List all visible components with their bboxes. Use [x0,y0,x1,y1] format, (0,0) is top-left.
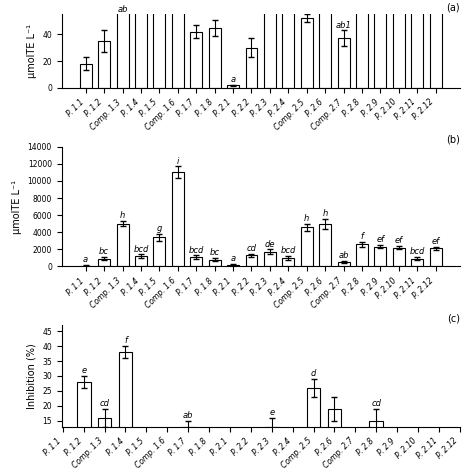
Text: e: e [269,408,274,417]
Bar [356,244,368,266]
Text: h: h [304,214,310,223]
Text: a: a [230,75,236,84]
Text: f: f [124,336,127,345]
Bar [182,427,195,465]
Bar [283,8,294,88]
Y-axis label: μmolTE L⁻¹: μmolTE L⁻¹ [27,24,36,78]
Bar [117,8,128,88]
Text: bcd: bcd [281,246,296,255]
Bar [190,32,202,88]
Text: i: i [177,157,179,166]
Bar [77,382,91,465]
Text: ab: ab [338,251,349,260]
Bar [307,388,320,465]
Bar [337,262,350,266]
Bar [374,247,386,266]
Bar [319,224,331,266]
Bar [301,227,313,266]
Text: g: g [157,224,162,233]
Bar [369,420,383,465]
Text: cd: cd [371,399,381,408]
Y-axis label: Inhibition (%): Inhibition (%) [27,343,36,409]
Bar [98,259,110,266]
Bar [301,18,313,88]
Text: cd: cd [246,244,256,253]
Bar [393,8,405,88]
Bar [411,259,423,266]
Bar [265,427,279,465]
Text: ef: ef [432,237,440,246]
Bar [319,8,331,88]
Bar [430,248,442,266]
Bar [80,265,91,266]
Bar [264,252,276,266]
Bar [209,260,220,266]
Bar [154,8,165,88]
Bar [98,418,111,465]
Bar [337,38,350,88]
Bar [328,409,341,465]
Text: h: h [120,211,125,220]
Bar [227,264,239,266]
Text: ab: ab [183,411,193,420]
Bar [118,352,132,465]
Text: ef: ef [376,236,384,245]
Text: (b): (b) [446,134,460,145]
Text: ab1: ab1 [336,20,352,29]
Bar [374,8,386,88]
Bar [135,8,147,88]
Text: d: d [311,369,316,378]
Bar [264,8,276,88]
Bar [190,257,202,266]
Bar [135,256,147,266]
Text: bcd: bcd [410,247,425,256]
Bar [154,237,165,266]
Text: ab: ab [117,5,128,14]
Bar [80,64,91,88]
Text: h: h [322,209,328,218]
Bar [411,8,423,88]
Bar [98,41,110,88]
Text: bc: bc [210,248,219,257]
Bar [172,8,184,88]
Bar [172,173,184,266]
Y-axis label: μmolTE L⁻¹: μmolTE L⁻¹ [12,180,22,234]
Text: a: a [83,255,88,264]
Bar [356,8,368,88]
Bar [246,48,257,88]
Text: bc: bc [99,247,109,256]
Bar [117,224,128,266]
Bar [283,258,294,266]
Text: f: f [361,232,364,241]
Text: a: a [230,254,236,263]
Bar [430,8,442,88]
Bar [209,27,220,88]
Bar [393,247,405,266]
Text: bcd: bcd [133,245,149,254]
Text: e: e [81,366,86,375]
Bar [227,85,239,88]
Bar [246,255,257,266]
Text: de: de [264,240,275,249]
Text: bcd: bcd [189,246,204,255]
Text: (c): (c) [447,313,460,323]
Text: cd: cd [100,399,109,408]
Text: (a): (a) [446,2,460,12]
Text: ef: ef [395,236,403,245]
